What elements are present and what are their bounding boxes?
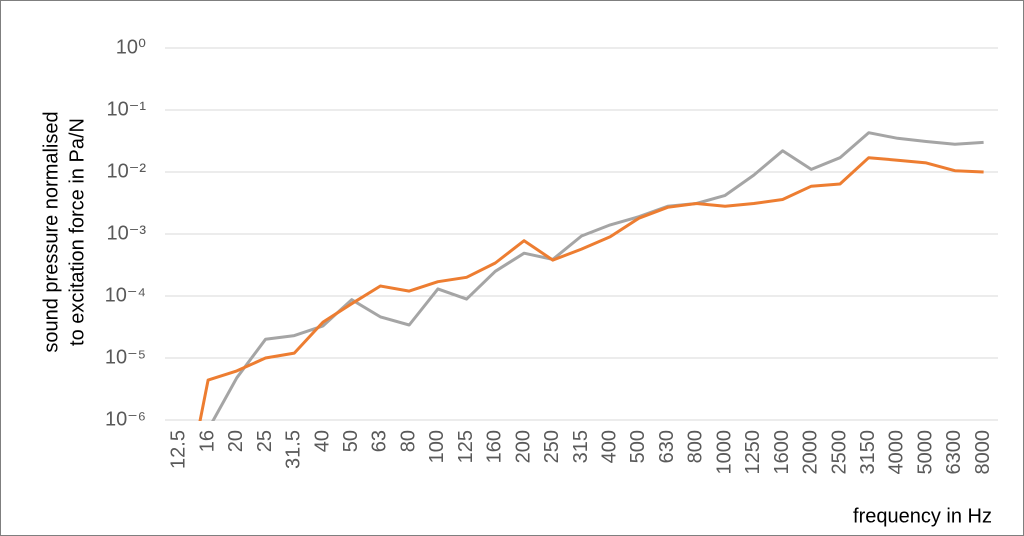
y-axis-title: sound pressure normalised to excitation …	[40, 111, 88, 352]
y-tick-label: 10⁰	[116, 36, 146, 58]
x-tick-label: 250	[541, 430, 563, 463]
x-tick-label: 315	[570, 430, 592, 463]
x-tick-label: 2500	[828, 430, 850, 475]
y-axis-title-line: to excitation force in Pa/N	[66, 118, 88, 346]
x-tick-label: 25	[254, 430, 276, 452]
x-tick-label: 50	[340, 430, 362, 452]
x-tick-label: 200	[512, 430, 534, 463]
x-tick-label: 500	[627, 430, 649, 463]
x-tick-label: 31.5	[283, 430, 305, 469]
y-axis-title-line: sound pressure normalised	[40, 111, 62, 352]
x-tick-label: 63	[369, 430, 391, 452]
y-tick-label: 10⁻⁶	[105, 408, 146, 430]
x-tick-label: 3150	[857, 430, 879, 475]
x-axis-title: frequency in Hz	[853, 505, 992, 527]
x-tick-label: 2000	[800, 430, 822, 475]
x-tick-label: 400	[599, 430, 621, 463]
x-tick-label: 1250	[742, 430, 764, 475]
x-tick-label: 8000	[972, 430, 994, 475]
y-tick-label: 10⁻⁴	[105, 284, 146, 306]
x-tick-label: 20	[225, 430, 247, 452]
x-tick-label: 100	[426, 430, 448, 463]
series-line	[198, 156, 984, 421]
y-tick-label: 10⁻⁵	[105, 346, 146, 368]
x-tick-label: 630	[656, 430, 678, 463]
x-tick-label: 16	[196, 430, 218, 452]
x-tick-label: 5000	[914, 430, 936, 475]
y-tick-label: 10⁻²	[107, 160, 147, 182]
y-tick-label: 10⁻³	[107, 222, 147, 244]
plot-area	[198, 131, 984, 421]
x-tick-label: 125	[455, 430, 477, 463]
x-tick-label: 1600	[771, 430, 793, 475]
x-tick-label: 4000	[886, 430, 908, 475]
x-tick-label: 160	[484, 430, 506, 463]
grid	[165, 47, 998, 421]
x-tick-label: 6300	[943, 430, 965, 475]
x-tick-label: 1000	[713, 430, 735, 475]
y-tick-label: 10⁻¹	[107, 98, 147, 120]
x-tick-label: 12.5	[168, 430, 190, 469]
x-tick-label: 800	[685, 430, 707, 463]
x-tick-label: 80	[397, 430, 419, 452]
x-tick-label: 40	[311, 430, 333, 452]
